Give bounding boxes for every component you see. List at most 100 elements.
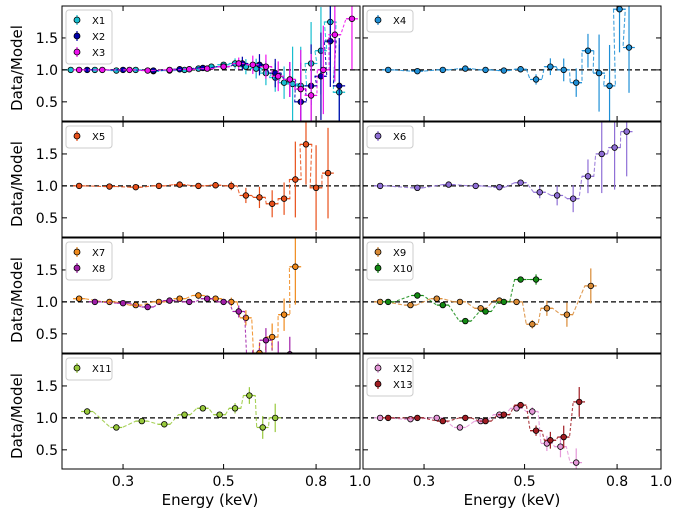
data-point-X5	[195, 182, 202, 190]
data-point-X11	[246, 392, 253, 399]
data-point-X10	[500, 298, 508, 306]
data-point-X6	[598, 150, 605, 158]
data-point-X2	[336, 82, 343, 90]
data-point-X4	[462, 65, 469, 72]
data-point-X9	[407, 301, 414, 309]
y-tick-label: 1.0	[36, 63, 58, 79]
data-point-X8	[166, 297, 173, 304]
data-point-X4	[560, 66, 567, 74]
data-point-X12	[433, 414, 440, 422]
data-point-X8	[144, 303, 151, 311]
data-point-X7	[75, 295, 83, 302]
data-point-X7	[268, 333, 276, 341]
legend-label-X9: X9	[393, 248, 406, 259]
data-point-X12	[456, 424, 464, 431]
y-tick-label: 0.5	[36, 211, 58, 227]
data-point-X3	[286, 76, 294, 83]
y-tick-label: 1.0	[36, 295, 58, 311]
plot-area	[64, 6, 358, 121]
data-point-X13	[532, 427, 540, 434]
legend-marker-X12	[374, 364, 382, 372]
data-point-X8	[91, 298, 99, 306]
data-point-X6	[414, 184, 421, 192]
data-point-X4	[517, 66, 524, 73]
legend-marker-X3	[73, 48, 81, 56]
legend-marker-X8	[73, 264, 81, 272]
data-point-X9	[543, 305, 551, 312]
data-point-X3	[320, 66, 327, 74]
data-point-X7	[292, 263, 299, 270]
x-tick-label: 0.5	[212, 474, 234, 490]
data-point-X11	[161, 421, 168, 428]
data-point-X12	[376, 414, 384, 422]
data-point-X9	[529, 321, 536, 328]
model-step-X11	[81, 394, 281, 429]
data-point-X11	[231, 405, 239, 412]
data-point-X3	[307, 92, 315, 99]
data-point-X3	[186, 66, 193, 73]
data-point-X11	[199, 405, 207, 412]
data-point-X5	[268, 200, 276, 207]
data-point-X8	[235, 308, 242, 315]
y-tick-label: 0.5	[36, 443, 58, 459]
data-point-X10	[414, 292, 421, 299]
data-point-X10	[462, 317, 469, 325]
panel-frame	[362, 5, 662, 122]
data-point-X4	[573, 79, 580, 86]
data-point-X10	[384, 298, 392, 306]
panel-frame	[362, 353, 662, 470]
data-point-X6	[584, 173, 592, 180]
model-step-X3	[73, 18, 358, 96]
panel-row1-left: 0.5 1.0 1.5 X1 X2 X3	[36, 5, 361, 122]
y-tick-label: 1.5	[36, 379, 58, 395]
data-point-X3	[166, 66, 173, 74]
legend-marker-X10	[374, 264, 382, 272]
y-tick-label: 1.5	[36, 263, 58, 279]
x-axis-label-right: Energy (keV)	[464, 491, 561, 509]
x-axis-label-left: Energy (keV)	[162, 491, 259, 509]
y-axis-label-row4: Data/Model	[8, 373, 26, 459]
panel-row2-left: 0.5 1.0 1.5 X5	[36, 121, 361, 238]
data-point-X8	[250, 357, 256, 363]
legend: X1 X2 X3	[65, 9, 113, 65]
data-point-X5	[106, 183, 113, 190]
data-point-X5	[302, 141, 310, 148]
data-point-X13	[547, 437, 554, 444]
legend-marker-X6	[374, 132, 382, 140]
panel-frame	[61, 5, 361, 122]
panel-frame	[362, 237, 662, 354]
legend-marker-X5	[73, 132, 81, 140]
legend-marker-X11	[73, 364, 81, 372]
series-X10	[382, 274, 542, 325]
data-point-X6	[623, 128, 630, 135]
data-point-X5	[242, 192, 250, 199]
plot-area	[81, 387, 282, 439]
series-X6	[374, 122, 633, 213]
data-point-X8	[262, 337, 270, 344]
data-point-X3	[220, 63, 227, 70]
data-point-X13	[482, 417, 489, 425]
data-point-X11	[259, 424, 266, 431]
data-point-X12	[573, 459, 580, 466]
data-point-X5	[212, 182, 219, 189]
data-point-X12	[407, 415, 414, 423]
x-tick-label: 1.0	[650, 474, 672, 490]
data-point-X3	[348, 15, 356, 22]
data-point-X6	[496, 183, 503, 191]
data-point-X10	[517, 276, 524, 283]
legend-marker-X7	[73, 248, 81, 256]
plot-area	[374, 268, 597, 329]
data-point-X3	[203, 65, 211, 72]
data-point-X5	[280, 195, 288, 202]
data-point-X3	[99, 66, 106, 74]
plot-area	[374, 387, 586, 469]
y-tick-label: 0.5	[36, 95, 58, 111]
data-point-X13	[500, 411, 508, 418]
data-point-X4	[595, 69, 603, 77]
legend-label-X5: X5	[92, 132, 105, 143]
